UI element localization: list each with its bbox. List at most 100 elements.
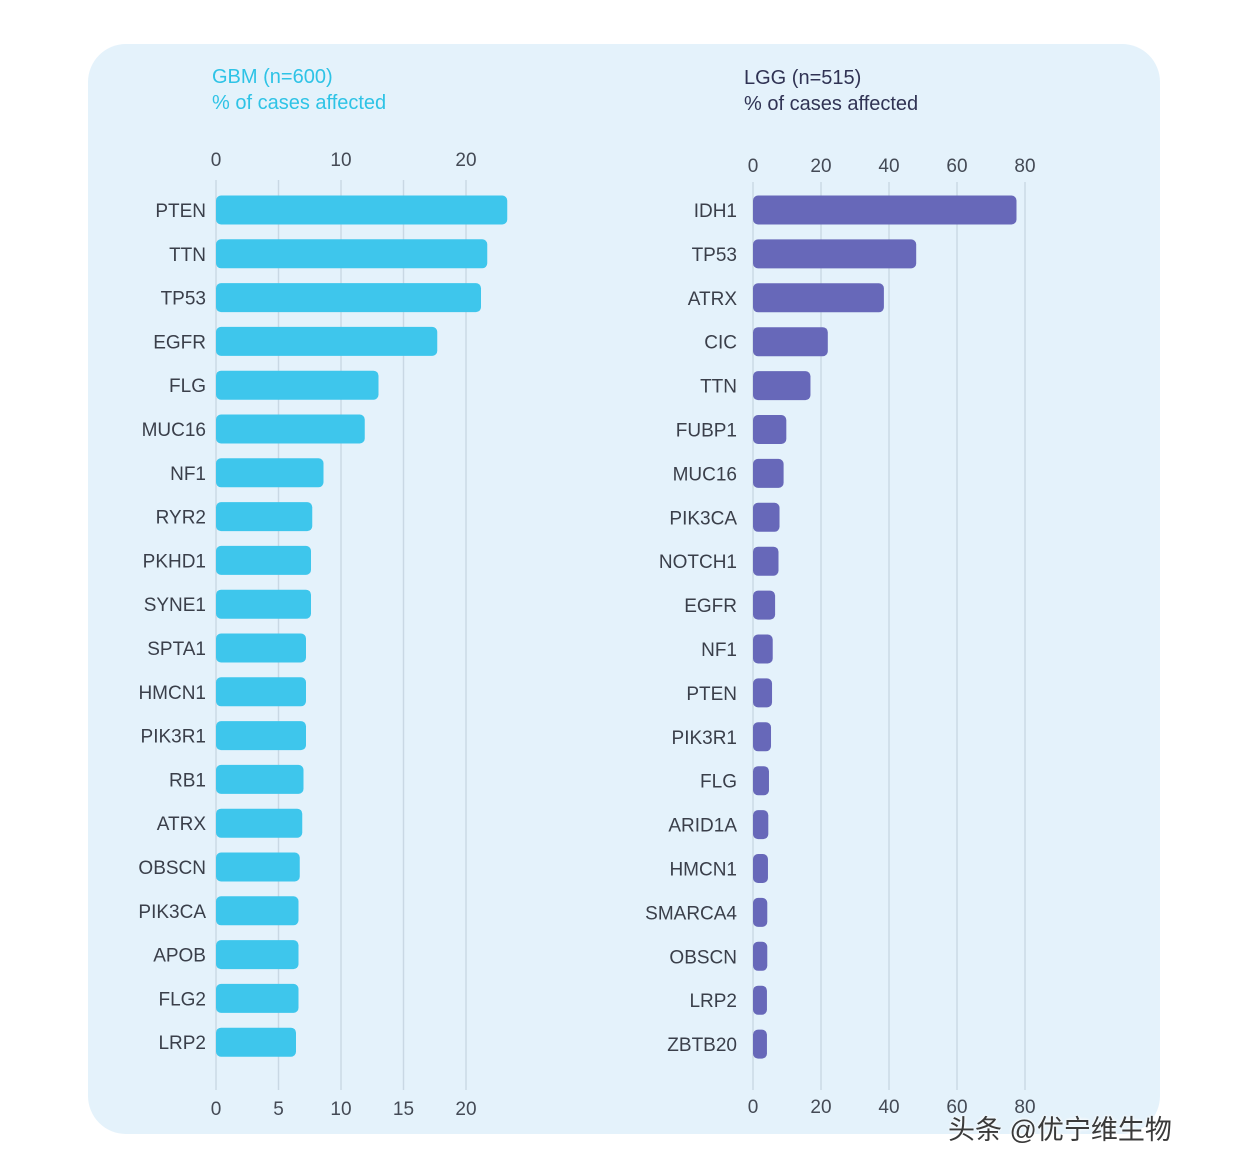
gbm-bar-spta1 bbox=[216, 633, 306, 663]
gbm-top-tick-label: 10 bbox=[330, 150, 351, 171]
lgg-top-tick-label: 0 bbox=[748, 156, 759, 177]
gbm-gene-label: NF1 bbox=[170, 464, 206, 485]
gbm-gene-label: OBSCN bbox=[138, 858, 206, 879]
gbm-gene-label: PIK3CA bbox=[138, 902, 206, 923]
lgg-gene-label: TP53 bbox=[692, 245, 737, 266]
lgg-top-tick-label: 20 bbox=[810, 156, 831, 177]
lgg-bar-atrx bbox=[753, 283, 884, 313]
gbm-gene-label: LRP2 bbox=[158, 1033, 206, 1054]
lgg-bar-nf1 bbox=[753, 634, 773, 664]
gbm-bottom-tick-label: 15 bbox=[393, 1099, 414, 1120]
lgg-gene-label: PIK3R1 bbox=[672, 728, 737, 749]
gbm-bar-pkhd1 bbox=[216, 545, 311, 575]
lgg-title: LGG (n=515) % of cases affected bbox=[744, 65, 918, 117]
lgg-bar-muc16 bbox=[753, 458, 784, 488]
gbm-bar-chart: 0 10 20 0 5 10 15 20 PTEN TTN TP53 EGFR FLG MUC16 NF1 R… bbox=[138, 150, 508, 1120]
lgg-gene-label: OBSCN bbox=[669, 947, 737, 968]
gbm-gene-label: FLG bbox=[169, 376, 206, 397]
lgg-gene-label: EGFR bbox=[684, 596, 737, 617]
lgg-bottom-tick-label: 0 bbox=[748, 1097, 759, 1118]
gbm-gene-label: RYR2 bbox=[156, 508, 206, 529]
gbm-bar-obscn bbox=[216, 852, 300, 882]
gbm-bar-nf1 bbox=[216, 458, 324, 488]
lgg-bottom-tick-label: 60 bbox=[946, 1097, 967, 1118]
lgg-bar-obscn bbox=[753, 941, 768, 971]
lgg-bar-flg bbox=[753, 766, 769, 796]
gbm-title: GBM (n=600) % of cases affected bbox=[212, 64, 386, 116]
lgg-title-cohort: LGG (n=515) bbox=[744, 67, 862, 89]
gbm-top-tick-label: 20 bbox=[455, 150, 476, 171]
lgg-top-tick-label: 60 bbox=[946, 156, 967, 177]
gbm-bottom-tick-label: 5 bbox=[273, 1099, 284, 1120]
gbm-bar-hmcn1 bbox=[216, 677, 306, 707]
gbm-bar-pten bbox=[216, 195, 508, 225]
lgg-gene-label: HMCN1 bbox=[669, 860, 737, 881]
lgg-bar-smarca4 bbox=[753, 897, 768, 927]
lgg-gene-label: NF1 bbox=[701, 640, 737, 661]
lgg-bar-fubp1 bbox=[753, 415, 787, 444]
gbm-gene-label: MUC16 bbox=[142, 420, 206, 441]
watermark: 头条 @优宁维生物 bbox=[948, 1108, 1172, 1147]
lgg-bar-ttn bbox=[753, 371, 811, 401]
gbm-bar-pik3ca bbox=[216, 896, 299, 926]
gbm-bar-lrp2 bbox=[216, 1027, 296, 1057]
gbm-gene-label: PIK3R1 bbox=[141, 727, 206, 748]
gbm-gene-label: EGFR bbox=[153, 332, 206, 353]
gbm-gene-label: SYNE1 bbox=[144, 595, 206, 616]
lgg-bar-notch1 bbox=[753, 546, 779, 576]
lgg-bar-chart: 0 20 40 60 80 0 20 40 60 80 IDH1 TP53 ATRX CIC TTN FUBP… bbox=[645, 156, 1035, 1118]
gbm-bottom-tick-label: 0 bbox=[211, 1099, 222, 1120]
gbm-gene-label: APOB bbox=[153, 946, 206, 967]
lgg-gene-label: NOTCH1 bbox=[659, 552, 737, 573]
gbm-gene-label: PKHD1 bbox=[143, 551, 206, 572]
lgg-gene-label: ZBTB20 bbox=[667, 1035, 737, 1056]
lgg-gene-label: FUBP1 bbox=[676, 421, 737, 442]
lgg-bar-pik3ca bbox=[753, 502, 780, 532]
lgg-gene-label: FLG bbox=[700, 772, 737, 793]
lgg-bar-idh1 bbox=[753, 195, 1017, 225]
gbm-gene-label: TP53 bbox=[161, 289, 206, 310]
gbm-gene-label: HMCN1 bbox=[138, 683, 206, 704]
lgg-gene-label: LRP2 bbox=[689, 991, 737, 1012]
lgg-bar-arid1a bbox=[753, 810, 769, 840]
lgg-bar-hmcn1 bbox=[753, 854, 768, 883]
lgg-bar-zbtb20 bbox=[753, 1029, 767, 1059]
lgg-gene-label: TTN bbox=[700, 377, 737, 398]
watermark-handle: @优宁维生物 bbox=[1009, 1115, 1172, 1145]
gbm-bar-rb1 bbox=[216, 764, 304, 794]
gbm-bar-egfr bbox=[216, 326, 438, 356]
lgg-gene-label: ARID1A bbox=[668, 816, 737, 837]
lgg-bar-egfr bbox=[753, 590, 776, 620]
gbm-title-axis-label: % of cases affected bbox=[212, 92, 387, 114]
lgg-bottom-tick-label: 40 bbox=[878, 1097, 899, 1118]
lgg-bar-tp53 bbox=[753, 239, 917, 269]
gbm-bar-ttn bbox=[216, 239, 488, 269]
gbm-bottom-tick-label: 20 bbox=[455, 1099, 476, 1120]
gbm-top-tick-label: 0 bbox=[211, 150, 222, 171]
gbm-bar-muc16 bbox=[216, 414, 365, 444]
lgg-gene-label: MUC16 bbox=[673, 464, 737, 485]
lgg-bar-cic bbox=[753, 327, 828, 357]
lgg-gene-label: PTEN bbox=[686, 684, 737, 705]
gbm-bar-tp53 bbox=[216, 283, 481, 313]
lgg-bar-lrp2 bbox=[753, 985, 767, 1015]
lgg-gene-label: ATRX bbox=[688, 289, 738, 310]
lgg-top-tick-label: 40 bbox=[878, 156, 899, 177]
gbm-gene-label: TTN bbox=[169, 245, 206, 266]
lgg-bar-pten bbox=[753, 678, 773, 708]
lgg-gene-label: PIK3CA bbox=[669, 508, 737, 529]
lgg-top-tick-label: 80 bbox=[1014, 156, 1035, 177]
gbm-gene-label: ATRX bbox=[157, 814, 207, 835]
gbm-bar-apob bbox=[216, 940, 299, 970]
gbm-gene-label: RB1 bbox=[169, 770, 206, 791]
gbm-gene-label: FLG2 bbox=[158, 989, 206, 1010]
gbm-bar-atrx bbox=[216, 808, 303, 838]
gbm-bar-ryr2 bbox=[216, 502, 313, 532]
gbm-bottom-tick-label: 10 bbox=[330, 1099, 351, 1120]
gbm-bar-flg bbox=[216, 370, 379, 400]
gbm-bar-pik3r1 bbox=[216, 721, 306, 751]
lgg-gene-label: CIC bbox=[704, 333, 737, 354]
gbm-gene-label: PTEN bbox=[155, 201, 206, 222]
watermark-prefix: 头条 bbox=[948, 1115, 1002, 1145]
